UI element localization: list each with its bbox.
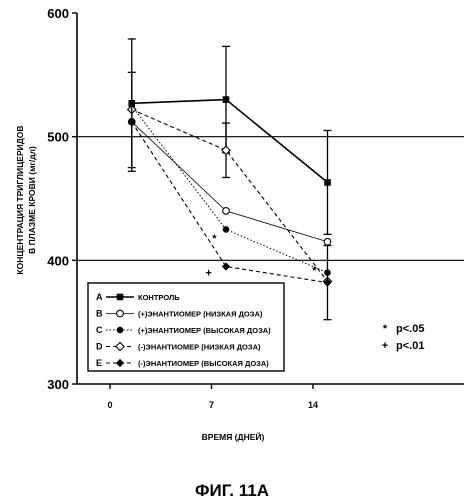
legend-label-D: (-)ЭНАНТИОМЕР (НИЗКАЯ ДОЗА) xyxy=(138,343,261,352)
annotation-2: * xyxy=(312,265,317,277)
legend-marker-C xyxy=(117,327,124,334)
point-A-1 xyxy=(223,96,230,103)
legend-marker-B xyxy=(117,310,124,317)
legend-label-B: (+)ЭНАНТИОМЕР (НИЗКАЯ ДОЗА) xyxy=(138,310,263,319)
legend-label-A: КОНТРОЛЬ xyxy=(138,293,180,302)
legend-key-B: B xyxy=(96,309,103,319)
legend-key-D: D xyxy=(96,342,103,352)
grid-lines xyxy=(77,137,464,261)
figure-caption: ФИГ. 11А xyxy=(195,481,269,499)
series-C xyxy=(128,102,330,276)
significance-label-0: p<.05 xyxy=(396,323,424,335)
y-tick-label-400: 400 xyxy=(47,253,69,268)
significance-label-1: p<.01 xyxy=(396,340,424,352)
legend-key-C: C xyxy=(96,325,103,335)
significance-symbol-1: + xyxy=(382,340,388,352)
legend-key-A: A xyxy=(96,292,103,302)
series-line-C xyxy=(132,106,328,273)
legend-marker-A xyxy=(117,294,124,301)
y-axis-label-line1: КОНЦЕНТРАЦИЯ ТРИГЛИЦЕРИДОВ xyxy=(15,125,25,274)
legend-label-C: (+)ЭНАНТИОМЕР (ВЫСОКАЯ ДОЗА) xyxy=(138,326,271,335)
y-tick-label-300: 300 xyxy=(47,377,69,392)
legend: A КОНТРОЛЬ B (+)ЭНАНТИОМЕР (НИЗКАЯ ДОЗА) C (+… xyxy=(88,283,284,371)
series-layer xyxy=(128,39,332,320)
y-tick-label-600: 600 xyxy=(47,6,69,21)
y-tick-label-500: 500 xyxy=(47,130,69,145)
point-B-1 xyxy=(223,208,230,215)
series-line-E xyxy=(132,122,328,283)
series-line-D xyxy=(132,109,328,281)
point-B-2 xyxy=(324,238,331,245)
legend-key-E: E xyxy=(96,358,102,368)
x-axis-label: ВРЕМЯ (ДНЕЙ) xyxy=(202,431,265,442)
y-axis-label: КОНЦЕНТРАЦИЯ ТРИГЛИЦЕРИДОВВ ПЛАЗМЕ КРОВИ… xyxy=(15,125,37,274)
x-tick-label-14: 14 xyxy=(308,400,318,410)
series-line-B xyxy=(132,122,328,242)
annotation-0: * xyxy=(212,233,217,245)
point-E-1 xyxy=(222,262,230,270)
series-B xyxy=(128,119,330,246)
legend-label-E: (-)ЭНАНТИОМЕР (ВЫСОКАЯ ДОЗА) xyxy=(138,359,269,368)
annotation-1: + xyxy=(205,268,211,280)
series-line-A xyxy=(132,100,328,183)
y-axis-label-line2: В ПЛАЗМЕ КРОВИ (мг/дл) xyxy=(27,146,37,254)
series-D xyxy=(128,105,332,285)
significance-symbol-0: * xyxy=(383,323,388,335)
point-C-1 xyxy=(223,226,230,233)
x-tick-label-7: 7 xyxy=(209,400,214,410)
point-A-2 xyxy=(324,179,331,186)
x-tick-label-0: 0 xyxy=(107,400,112,410)
